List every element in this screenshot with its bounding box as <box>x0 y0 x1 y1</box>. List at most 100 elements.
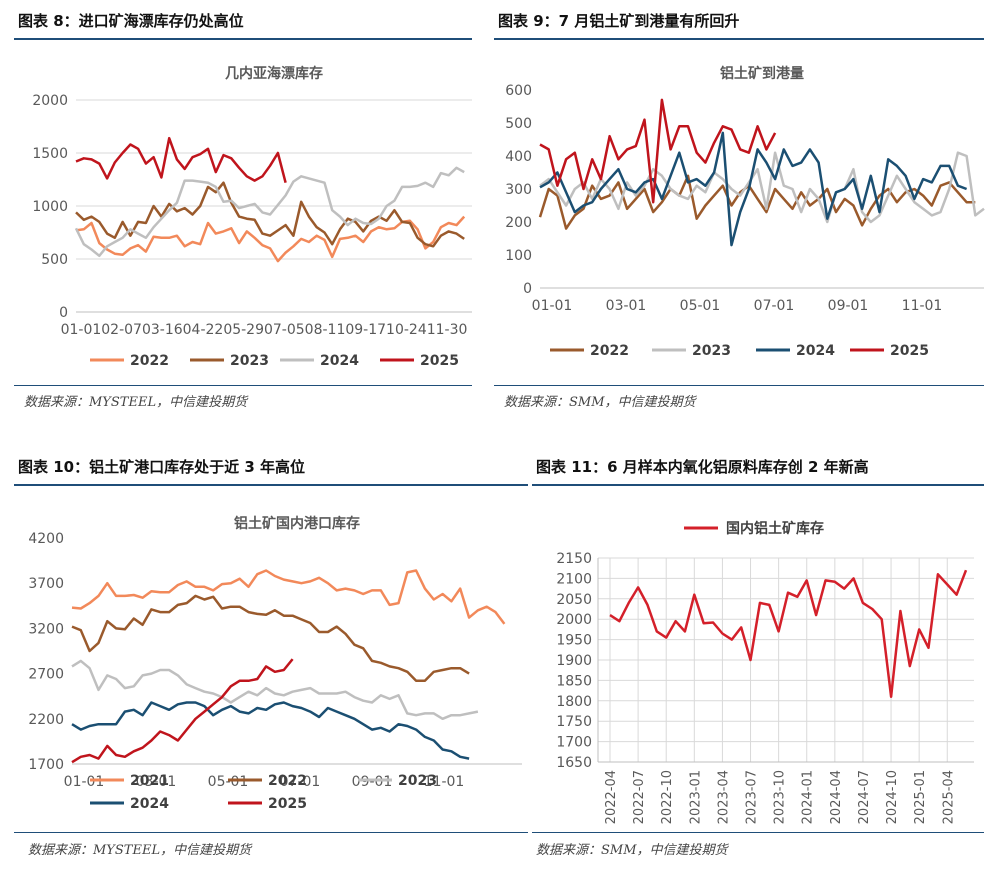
y-tick-label: 4200 <box>28 531 64 547</box>
x-tick-label: 03-01 <box>136 774 177 790</box>
x-tick-label: 03-01 <box>606 298 647 314</box>
y-tick-label: 3700 <box>28 576 64 592</box>
chart-title: 铝土矿到港量 <box>720 65 804 82</box>
x-tick-label: 2025-04 <box>941 770 956 824</box>
y-tick-label: 2000 <box>556 612 592 628</box>
y-tick-label: 1650 <box>556 755 592 771</box>
x-tick-label: 05-01 <box>680 298 721 314</box>
x-tick-label: 2023-10 <box>773 770 788 824</box>
x-tick-label: 11-01 <box>902 298 943 314</box>
x-tick-label: 05-01 <box>208 774 249 790</box>
y-tick-label: 1700 <box>28 757 64 773</box>
source-rule-3 <box>14 832 528 833</box>
chart-guinea-floating-stock: 几内亚海漂库存 0 500 1000 1500 2000 01-0102-0703-1604… <box>14 44 474 384</box>
y-tick-label: 0 <box>59 305 68 321</box>
chart-svg-2: 铝土矿到港量 0 100 200 300 400 500 600 01-01 03-01 05-01… <box>505 65 985 359</box>
series-line-2022 <box>71 594 470 683</box>
series-line-2025 <box>539 98 777 204</box>
series-line-2021 <box>71 569 506 625</box>
x-tick-label: 2023-04 <box>716 770 731 824</box>
y-tick-label: 200 <box>505 215 532 231</box>
x-tick-label: 11-01 <box>424 774 465 790</box>
panel-heading-1: 图表 8：进口矿海漂库存仍处高位 <box>18 12 244 30</box>
x-tick-label: 07-01 <box>280 774 321 790</box>
series-line-2022 <box>75 215 466 263</box>
series-line-2025 <box>75 136 287 184</box>
legend-label-2022: 2022 <box>268 773 307 789</box>
y-tick-label: 2050 <box>556 592 592 608</box>
source-note-4: 数据来源：SMM，中信建投期货 <box>536 843 728 858</box>
series-line-2023 <box>539 151 985 224</box>
legend-label-2022: 2022 <box>590 343 629 359</box>
chart-title: 几内亚海漂库存 <box>225 65 323 82</box>
legend-label-2025: 2025 <box>268 796 307 812</box>
legend-label-2022: 2022 <box>130 353 169 369</box>
series-line-2023 <box>75 181 465 248</box>
x-tick-label: 09-01 <box>828 298 869 314</box>
y-tick-label: 100 <box>505 248 532 264</box>
y-tick-label: 1800 <box>556 694 592 710</box>
heading-rule-4 <box>532 484 984 486</box>
source-rule-2 <box>494 385 984 386</box>
y-tick-label: 1000 <box>32 199 68 215</box>
heading-rule-2 <box>494 38 984 40</box>
x-tick-label: 01-0102-0703-1604-2205-2907-0508-1109-17… <box>61 322 468 338</box>
heading-rule-1 <box>14 38 472 40</box>
series-line-stock <box>609 569 968 698</box>
y-tick-label: 1900 <box>556 653 592 669</box>
y-tick-label: 1850 <box>556 673 592 689</box>
x-tick-label: 2024-10 <box>885 770 900 824</box>
source-note-3: 数据来源：MYSTEEL，中信建投期货 <box>28 843 252 858</box>
panel-heading-3: 图表 10：铝土矿港口库存处于近 3 年高位 <box>18 458 305 476</box>
series-line-2022 <box>538 174 976 230</box>
legend-label-2025: 2025 <box>890 343 929 359</box>
y-tick-label: 2200 <box>28 712 64 728</box>
chart-svg-3: 铝土矿国内港口库存 1700 2200 2700 3200 3700 4200 01-01 03… <box>28 515 522 812</box>
legend-label-2024: 2024 <box>320 353 359 369</box>
x-tick-label: 2022-04 <box>604 770 619 824</box>
chart-domestic-stock: 国内铝土矿库存 1650 1700 1750 1800 1850 1900 1950 2000 2… <box>532 490 986 832</box>
y-tick-label: 3200 <box>28 621 64 637</box>
source-note-1: 数据来源：MYSTEEL，中信建投期货 <box>24 395 248 410</box>
x-tick-label: 2024-04 <box>829 770 844 824</box>
y-tick-label: 600 <box>505 83 532 99</box>
y-tick-label: 300 <box>505 182 532 198</box>
legend-label-2023: 2023 <box>692 343 731 359</box>
x-tick-label: 09-01 <box>352 774 393 790</box>
legend-label-2024: 2024 <box>796 343 835 359</box>
y-tick-label: 1750 <box>556 714 592 730</box>
source-note-2: 数据来源：SMM，中信建投期货 <box>504 395 696 410</box>
legend-label-2024: 2024 <box>130 796 169 812</box>
y-tick-label: 1700 <box>556 735 592 751</box>
y-tick-label: 1500 <box>32 146 68 162</box>
y-tick-label: 2000 <box>32 93 68 109</box>
series-line-2024 <box>71 701 470 760</box>
y-tick-label: 500 <box>41 252 68 268</box>
chart-port-stock: 铝土矿国内港口库存 1700 2200 2700 3200 3700 4200 01-01 03… <box>14 490 530 830</box>
panel-heading-2: 图表 9：7 月铝土矿到港量有所回升 <box>498 12 740 30</box>
source-rule-1 <box>14 385 472 386</box>
y-tick-label: 2100 <box>556 571 592 587</box>
series-line-2024 <box>74 166 465 258</box>
source-rule-4 <box>532 832 984 833</box>
x-tick-label: 2023-07 <box>745 770 760 824</box>
chart-svg-1: 几内亚海漂库存 0 500 1000 1500 2000 01-0102-0703-1604… <box>32 65 472 369</box>
legend-label-stock: 国内铝土矿库存 <box>726 520 824 537</box>
y-tick-label: 2150 <box>556 551 592 567</box>
series-line-2025 <box>71 658 294 764</box>
y-tick-label: 400 <box>505 149 532 165</box>
y-tick-label: 2700 <box>28 667 64 683</box>
x-tick-label: 2023-01 <box>688 770 703 824</box>
x-tick-label: 01-01 <box>532 298 573 314</box>
chart-bauxite-arrivals: 铝土矿到港量 0 100 200 300 400 500 600 01-01 03-01 05-01… <box>494 44 986 384</box>
heading-rule-3 <box>14 484 528 486</box>
legend-label-2023: 2023 <box>230 353 269 369</box>
chart-svg-4: 国内铝土矿库存 1650 1700 1750 1800 1850 1900 1950 2000 2… <box>556 520 974 824</box>
series-line-2024 <box>539 131 968 247</box>
y-tick-label: 0 <box>523 281 532 297</box>
x-tick-label: 2024-07 <box>857 770 872 824</box>
legend-label-2023: 2023 <box>398 773 437 789</box>
y-tick-label: 500 <box>505 116 532 132</box>
legend-label-2021: 2021 <box>130 773 169 789</box>
x-tick-label: 07-01 <box>754 298 795 314</box>
